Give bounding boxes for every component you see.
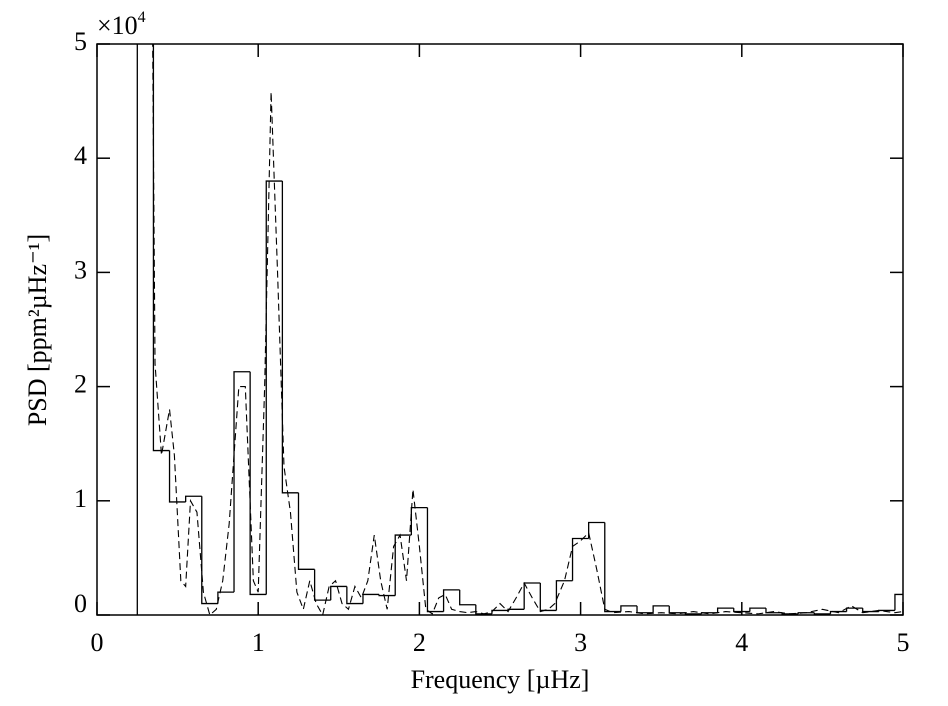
- x-tick-label: 0: [91, 628, 104, 657]
- histogram-step: [378, 594, 396, 597]
- histogram-step: [475, 604, 492, 615]
- histogram-step: [539, 583, 557, 612]
- histogram-step: [555, 580, 573, 611]
- histogram-step: [442, 589, 460, 612]
- histogram-step: [507, 608, 525, 611]
- plot-area: [136, 44, 903, 615]
- y-tick-label: 3: [74, 255, 87, 284]
- y-scale-base: ×10: [97, 11, 138, 40]
- histogram-step: [813, 612, 831, 615]
- histogram-step: [684, 612, 702, 615]
- histogram-step: [233, 371, 251, 593]
- x-tick-label: 2: [413, 628, 426, 657]
- histogram-step: [394, 534, 412, 596]
- histogram-step: [894, 593, 903, 611]
- histogram-step: [249, 371, 267, 596]
- histogram-step: [668, 605, 686, 614]
- x-tick-label: 4: [735, 628, 748, 657]
- histogram-step: [346, 586, 363, 605]
- histogram-step: [217, 591, 235, 604]
- histogram-step: [313, 569, 331, 601]
- histogram-step: [700, 612, 718, 614]
- histogram-step: [281, 181, 299, 494]
- y-scale-exponent: 4: [138, 9, 146, 26]
- x-axis-label: Frequency [µHz]: [411, 665, 590, 694]
- histogram-step: [652, 605, 670, 613]
- histogram-step: [459, 589, 476, 606]
- histogram-step: [845, 607, 863, 612]
- histogram-step: [749, 607, 766, 612]
- histogram-step: [829, 610, 847, 614]
- y-tick-label: 5: [74, 27, 87, 56]
- histogram-step: [620, 605, 638, 612]
- y-tick-label: 0: [74, 589, 87, 618]
- histogram-step: [491, 609, 509, 614]
- histogram-step: [297, 492, 315, 570]
- x-tick-label: 3: [574, 628, 587, 657]
- histogram-step: [330, 585, 347, 601]
- smoothed-line: [152, 44, 903, 615]
- plot-frame: [96, 43, 904, 616]
- histogram-step: [410, 507, 428, 536]
- histogram-step: [426, 507, 444, 613]
- histogram-step: [604, 522, 621, 613]
- y-tick-label: 1: [74, 484, 87, 513]
- histogram-step: [362, 593, 380, 604]
- x-tick-label: 1: [252, 628, 265, 657]
- histogram-step: [716, 607, 734, 613]
- y-axis-label: PSD [ppm²µHz⁻¹]: [23, 234, 52, 426]
- y-tick-label: 4: [74, 141, 87, 170]
- histogram-step: [136, 44, 138, 615]
- histogram-step: [733, 608, 750, 613]
- y-scale-label: ×104: [97, 9, 146, 40]
- x-tick-label: 5: [897, 628, 910, 657]
- histogram-step: [797, 612, 815, 614]
- histogram-step: [636, 605, 654, 614]
- histogram-step: [201, 496, 218, 605]
- histogram-step: [765, 608, 783, 614]
- histogram-step: [265, 180, 283, 595]
- histogram-step: [185, 495, 202, 502]
- y-tick-label: 2: [74, 370, 87, 399]
- histogram-step: [588, 521, 605, 539]
- histogram-step: [152, 44, 170, 452]
- histogram-step: [168, 450, 186, 503]
